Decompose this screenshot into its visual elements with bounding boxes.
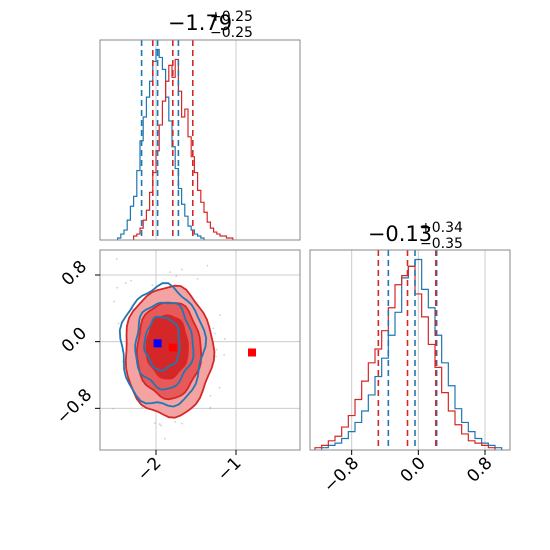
joint-y-ticks: −0.8 0.0 0.8 [53,257,100,428]
joint-contour-series-b-level-3 [145,314,189,380]
joint-contour-series-a-level-2 [134,301,195,391]
joint-sample-point [219,314,221,317]
joint-sample-point [209,406,212,409]
x-marginal-title-minus: −0.25 [210,25,253,41]
joint-sample-point [223,338,226,340]
joint-sample-point [181,268,183,271]
joint-sample-point [130,279,132,282]
joint-sample-point [218,386,221,389]
joint-sample-point [124,282,127,284]
x-marginal-title-plus: +0.25 [210,9,253,25]
y-marginal-histogram-panel: −0.8 0.0 0.8 −0.13 +0.34 −0.35 [309,220,511,497]
joint-contours [112,257,226,467]
y-marginal-title-value: −0.13 [368,222,432,246]
y-marginal-grid [351,250,486,450]
joint-markers [153,339,256,357]
joint-x-tick-label: −1 [214,453,246,485]
joint-contour-series-a-level-1 [118,282,208,408]
joint-axes-frame [99,249,301,451]
joint-sample-point [175,275,178,278]
joint-y-tick-label: 0.0 [58,323,91,356]
joint-sample-point [115,257,118,260]
joint-sample-point [117,322,120,325]
joint-sample-point [113,300,116,303]
x-marginal-title: −1.79 [168,11,232,35]
joint-sample-point [215,355,217,358]
joint-sample-point [174,420,176,423]
joint-x-tick-label: −2 [134,453,166,485]
y-marginal-quantile-lines [377,250,438,450]
joint-sample-point [196,277,199,280]
joint-sample-point [160,424,162,427]
x-marginal-quantile-lines [140,40,194,240]
joint-sample-point [223,353,226,356]
x-marginal-grid [155,40,237,240]
y-marginal-title-minus: −0.35 [420,236,463,252]
y-marginal-histogram-series_b [314,265,496,450]
joint-sample-point [209,394,212,397]
joint-sample-point [214,332,216,335]
y-marginal-x-ticks: −0.8 0.0 0.8 [320,450,497,497]
joint-y-tick-label: 0.8 [58,257,91,290]
y-marginal-x-tick-label: −0.8 [320,453,363,496]
joint-y-tick-label: −0.8 [53,385,96,428]
joint-sample-point [212,327,215,330]
joint-marker-marker_blue [153,339,162,348]
x-marginal-histogram-panel: −1.79 +0.25 −0.25 [99,9,301,241]
x-marginal-axes-frame [99,39,301,241]
x-marginal-histogram-series_b [133,58,234,240]
x-marginal-series [117,48,234,240]
joint-sample-point [158,423,161,426]
joint-sample-point [206,264,209,267]
x-marginal-title-value: −1.79 [168,11,232,35]
y-marginal-x-tick-label: 0.8 [463,453,496,486]
joint-sample-point [112,407,115,410]
joint-sample-point [116,286,119,289]
joint-marker-marker_red [168,343,177,352]
y-marginal-series [314,258,503,450]
y-marginal-axes-frame [309,249,511,451]
joint-sample-point [153,422,156,424]
joint-sample-point [169,271,171,274]
joint-sample-point [163,437,166,440]
x-marginal-histogram-series_a [117,48,205,240]
joint-sample-point [151,284,154,287]
joint-contour-panel: −2 −1 −0.8 0.0 0.8 [53,249,301,485]
joint-x-ticks: −2 −1 [134,450,246,485]
joint-sample-point [141,406,144,409]
joint-sample-point [181,422,183,425]
joint-sample-point [170,465,172,467]
joint-marker-marker_red [248,348,256,357]
y-marginal-title-plus: +0.34 [420,220,463,236]
y-marginal-x-tick-label: 0.0 [397,453,430,486]
joint-sample-point [215,348,218,351]
joint-contour-series-a-level-3 [143,315,181,372]
